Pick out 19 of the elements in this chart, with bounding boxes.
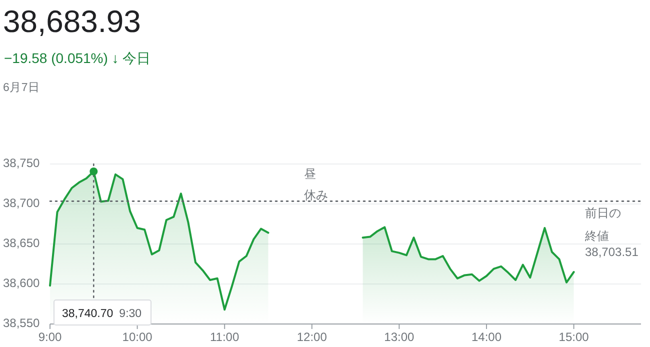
annotation: 38,703.51: [585, 245, 639, 259]
annotation: 38,740.70 9:30: [62, 308, 142, 320]
x-tick-label: 14:00: [471, 330, 502, 344]
y-tick-label: 38,650: [3, 236, 40, 250]
chart-title: 38,683.93: [3, 4, 141, 39]
y-tick-label: 38,550: [3, 316, 40, 330]
x-tick-label: 12:00: [296, 330, 328, 344]
x-tick-label: 10:00: [122, 330, 153, 344]
x-tick-label: 13:00: [384, 330, 415, 344]
y-tick-label: 38,600: [3, 276, 40, 290]
x-tick-label: 11:00: [210, 330, 240, 344]
text: 6月7日: [3, 81, 40, 94]
y-tick-label: 38,750: [3, 156, 40, 170]
y-tick-label: 38,700: [3, 196, 40, 210]
chart-subtitle: −19.58 (0.051%) ↓ 今日: [4, 50, 151, 66]
ref-line-label: 前日の終値: [584, 206, 621, 243]
annotation: 昼休み: [304, 167, 328, 202]
x-tick-label: 9:00: [38, 330, 62, 344]
x-tick-label: 15:00: [558, 330, 590, 344]
